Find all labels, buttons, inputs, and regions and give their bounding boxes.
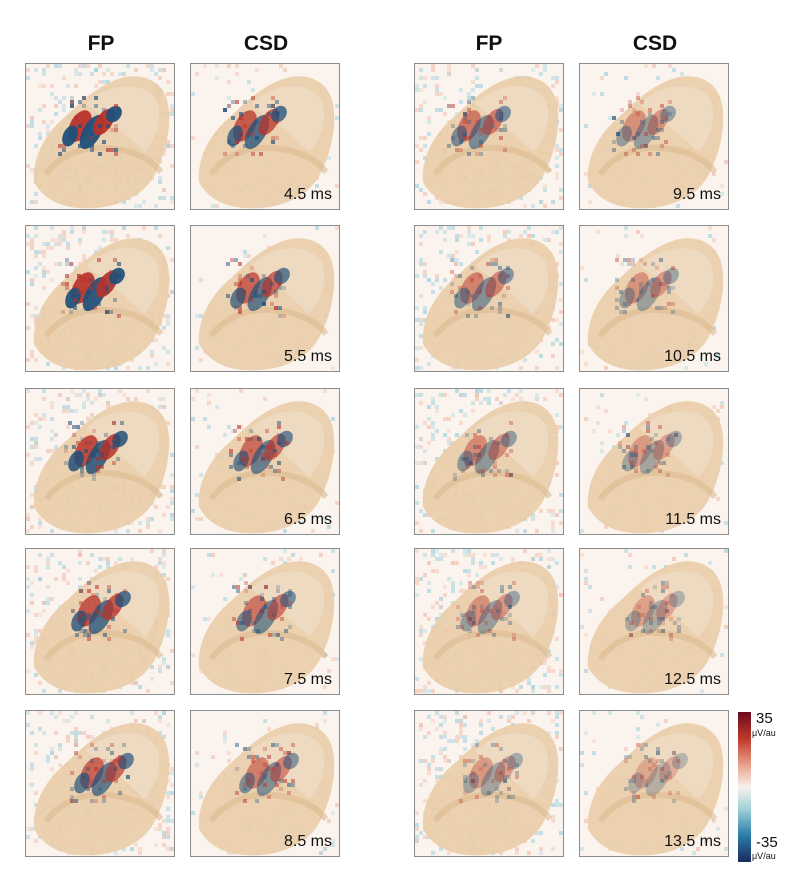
slice-image-right-fp-5 [415,711,563,856]
panel-right-fp-row1 [414,63,564,210]
panel-left-fp-row1 [25,63,175,210]
slice-image-left-fp-2 [26,226,174,371]
panel-left-csd-row3: 6.5 ms [190,388,340,535]
slice-image-right-fp-4 [415,549,563,694]
panel-left-fp-row2 [25,225,175,372]
slice-image-left-fp-1 [26,64,174,209]
slice-image-left-csd-1 [191,64,339,209]
slice-image-right-fp-3 [415,389,563,534]
panel-right-fp-row4 [414,548,564,695]
slice-image-left-csd-5 [191,711,339,856]
slice-image-right-csd-3 [580,389,728,534]
colorbar-max-label: 35 [756,710,773,727]
panel-left-csd-row1: 4.5 ms [190,63,340,210]
time-label-right-1: 9.5 ms [672,186,721,203]
panel-right-fp-row2 [414,225,564,372]
panel-left-csd-row2: 5.5 ms [190,225,340,372]
panel-left-fp-row3 [25,388,175,535]
panel-left-csd-row5: 8.5 ms [190,710,340,857]
panel-right-fp-row3 [414,388,564,535]
panel-left-fp-row5 [25,710,175,857]
slice-image-left-fp-3 [26,389,174,534]
slice-image-left-csd-3 [191,389,339,534]
slice-image-left-csd-2 [191,226,339,371]
panel-left-fp-row4 [25,548,175,695]
colorbar: 35 μV/au -35 μV/au [738,710,802,864]
slice-image-right-csd-1 [580,64,728,209]
time-label-right-5: 13.5 ms [664,833,721,850]
slice-image-left-fp-4 [26,549,174,694]
slice-image-left-csd-4 [191,549,339,694]
panel-right-csd-row4: 12.5 ms [579,548,729,695]
time-label-right-3: 11.5 ms [665,511,721,528]
colorbar-gradient [738,712,751,862]
slice-image-right-fp-2 [415,226,563,371]
time-label-left-1: 4.5 ms [283,186,332,203]
slice-image-right-csd-4 [580,549,728,694]
panel-right-csd-row1: 9.5 ms [579,63,729,210]
time-label-left-3: 6.5 ms [283,511,332,528]
time-label-right-2: 10.5 ms [664,348,721,365]
slice-image-right-csd-2 [580,226,728,371]
panel-right-csd-row2: 10.5 ms [579,225,729,372]
time-label-left-5: 8.5 ms [283,833,332,850]
time-label-right-4: 12.5 ms [664,671,721,688]
header-left-csd: CSD [243,32,289,55]
colorbar-min-label: -35 [756,834,778,851]
colorbar-max-unit: μV/au [752,728,776,738]
header-right-csd: CSD [632,32,678,55]
time-label-left-2: 5.5 ms [283,348,332,365]
panel-right-fp-row5 [414,710,564,857]
colorbar-min-unit: μV/au [752,851,776,861]
slice-image-left-fp-5 [26,711,174,856]
panel-right-csd-row5: 13.5 ms [579,710,729,857]
header-right-fp: FP [475,32,503,55]
slice-image-right-csd-5 [580,711,728,856]
header-left-fp: FP [87,32,115,55]
panel-left-csd-row4: 7.5 ms [190,548,340,695]
panel-right-csd-row3: 11.5 ms [579,388,729,535]
time-label-left-4: 7.5 ms [283,671,332,688]
slice-image-right-fp-1 [415,64,563,209]
